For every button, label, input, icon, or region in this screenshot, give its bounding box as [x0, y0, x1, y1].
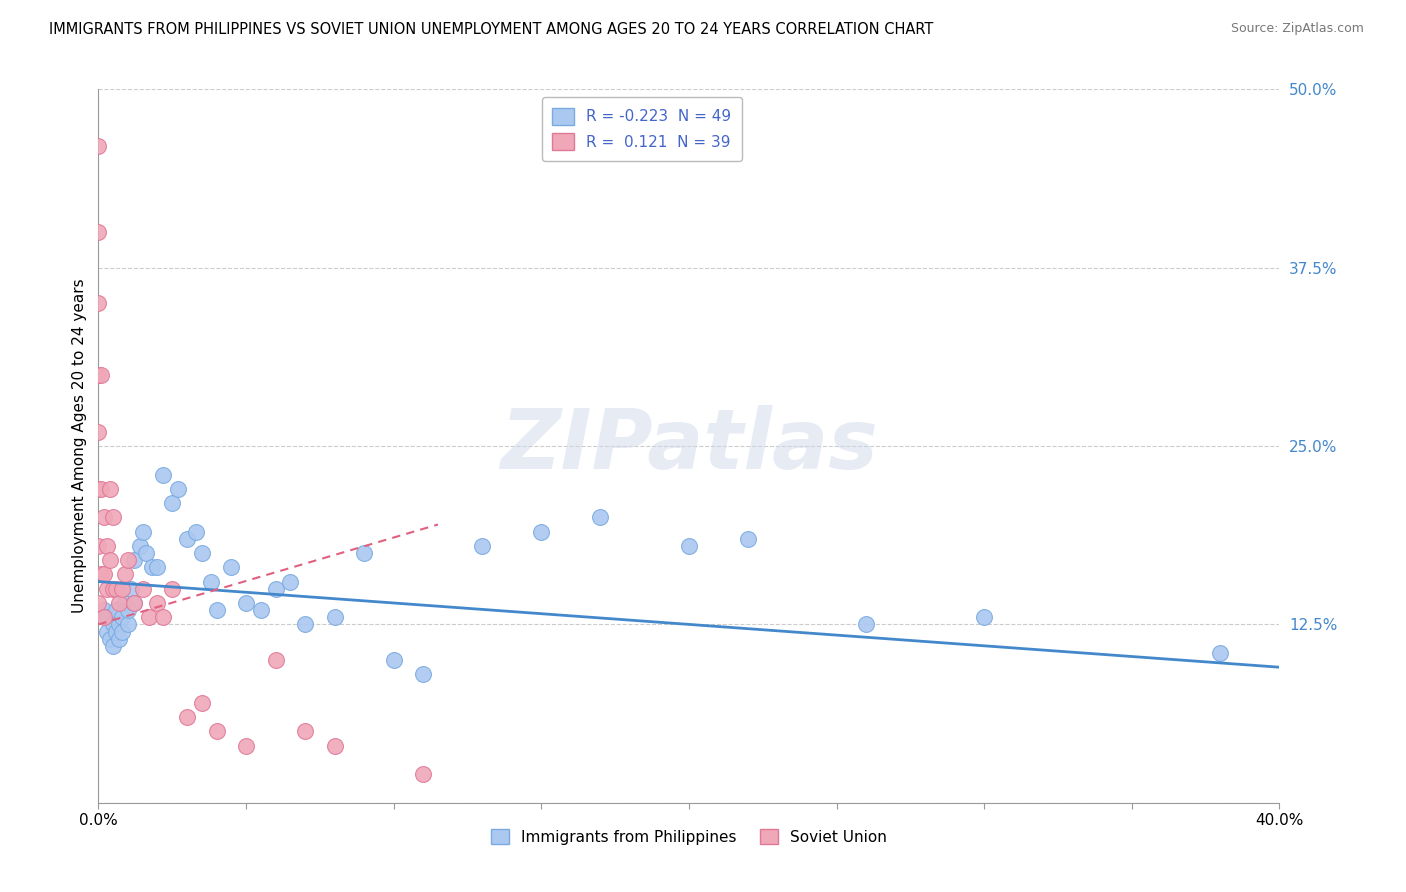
Point — [108, 596, 131, 610]
Point — [382, 653, 405, 667]
Point — [103, 582, 125, 596]
Point — [162, 582, 183, 596]
Point — [530, 524, 553, 539]
Point — [105, 582, 128, 596]
Point — [589, 510, 612, 524]
Point — [111, 610, 134, 624]
Y-axis label: Unemployment Among Ages 20 to 24 years: Unemployment Among Ages 20 to 24 years — [72, 278, 87, 614]
Point — [737, 532, 759, 546]
Point — [103, 510, 125, 524]
Point — [87, 539, 110, 553]
Point — [90, 368, 112, 382]
Point — [146, 596, 169, 610]
Point — [162, 496, 183, 510]
Point — [117, 617, 139, 632]
Point — [205, 603, 228, 617]
Legend: R = -0.223  N = 49, R =  0.121  N = 39: R = -0.223 N = 49, R = 0.121 N = 39 — [541, 97, 742, 161]
Point — [412, 667, 434, 681]
Point — [108, 617, 131, 632]
Point — [973, 610, 995, 624]
Point — [221, 560, 243, 574]
Point — [93, 603, 115, 617]
Point — [87, 139, 110, 153]
Point — [87, 368, 110, 382]
Point — [167, 482, 190, 496]
Point — [184, 524, 207, 539]
Point — [264, 653, 287, 667]
Text: ZIPatlas: ZIPatlas — [501, 406, 877, 486]
Point — [141, 560, 163, 574]
Point — [205, 724, 228, 739]
Point — [122, 596, 145, 610]
Point — [87, 596, 110, 610]
Point — [855, 617, 877, 632]
Point — [323, 610, 346, 624]
Point — [96, 582, 118, 596]
Point — [103, 639, 125, 653]
Point — [323, 739, 346, 753]
Point — [90, 567, 112, 582]
Point — [122, 553, 145, 567]
Point — [132, 524, 155, 539]
Point — [250, 603, 273, 617]
Point — [93, 567, 115, 582]
Point — [128, 539, 150, 553]
Point — [111, 582, 134, 596]
Point — [87, 425, 110, 439]
Point — [87, 296, 110, 310]
Point — [98, 482, 121, 496]
Point — [103, 617, 125, 632]
Point — [117, 553, 139, 567]
Point — [87, 225, 110, 239]
Point — [122, 596, 145, 610]
Point — [152, 610, 174, 624]
Point — [108, 632, 131, 646]
Point — [471, 539, 494, 553]
Point — [93, 510, 115, 524]
Point — [152, 467, 174, 482]
Point — [96, 624, 118, 639]
Point — [105, 603, 128, 617]
Point — [135, 546, 157, 560]
Point — [120, 582, 142, 596]
Point — [678, 539, 700, 553]
Point — [280, 574, 302, 589]
Point — [96, 539, 118, 553]
Point — [294, 617, 316, 632]
Point — [98, 632, 121, 646]
Point — [114, 596, 136, 610]
Point — [87, 482, 110, 496]
Point — [111, 624, 134, 639]
Point — [235, 739, 257, 753]
Point — [176, 532, 198, 546]
Point — [146, 560, 169, 574]
Point — [132, 582, 155, 596]
Point — [294, 724, 316, 739]
Point — [114, 567, 136, 582]
Point — [353, 546, 375, 560]
Text: Source: ZipAtlas.com: Source: ZipAtlas.com — [1230, 22, 1364, 36]
Point — [200, 574, 222, 589]
Point — [93, 610, 115, 624]
Point — [1209, 646, 1232, 660]
Point — [117, 603, 139, 617]
Text: IMMIGRANTS FROM PHILIPPINES VS SOVIET UNION UNEMPLOYMENT AMONG AGES 20 TO 24 YEA: IMMIGRANTS FROM PHILIPPINES VS SOVIET UN… — [49, 22, 934, 37]
Point — [191, 696, 214, 710]
Point — [235, 596, 257, 610]
Point — [412, 767, 434, 781]
Point — [90, 482, 112, 496]
Point — [105, 624, 128, 639]
Point — [96, 610, 118, 624]
Point — [264, 582, 287, 596]
Point — [98, 553, 121, 567]
Point — [191, 546, 214, 560]
Point — [138, 610, 160, 624]
Point — [176, 710, 198, 724]
